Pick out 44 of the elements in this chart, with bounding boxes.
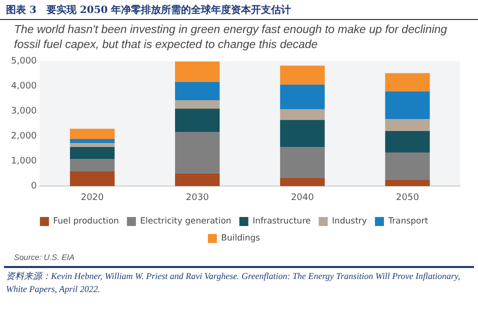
y-tick-label: 5,000 (11, 56, 38, 67)
bar (175, 100, 220, 109)
x-tick-label: 2050 (396, 192, 420, 203)
bar (70, 143, 115, 148)
bar (385, 119, 430, 132)
bar (175, 82, 220, 100)
bar (385, 73, 430, 92)
bar (70, 171, 115, 186)
bar (385, 180, 430, 186)
y-tick-label: 2,000 (11, 132, 38, 142)
x-tick-label: 2040 (290, 192, 314, 203)
legend-label: Industry (332, 216, 367, 227)
legend-label: Electricity generation (140, 216, 232, 227)
legend-label: Buildings (221, 234, 261, 244)
text: 资料来源：Kevin Hebner, William W. Priest and Ravi Varghese. Greenflation: The Energy Transition Will Prove Inflationary, White Papers, April 2022. (4, 266, 474, 298)
source-note: Source: U.S. EIA (13, 253, 76, 264)
bar (175, 173, 220, 186)
y-tick-label: 3,000 (11, 106, 38, 117)
bar (280, 178, 325, 186)
bar (280, 120, 325, 148)
chart-title: 图表 3 要实现 2050 年净零排放所需的全球年度资本开支估计 (0, 0, 478, 20)
x-tick-label: 2030 (186, 192, 210, 203)
bar (175, 132, 220, 174)
x-tick-label: 2020 (80, 192, 104, 203)
bar (385, 91, 430, 120)
legend-label: Transport (387, 216, 429, 227)
bar (175, 61, 220, 82)
legend-label: Infrastructure (252, 216, 311, 227)
bar (70, 128, 115, 140)
y-tick-label: 4,000 (11, 82, 38, 92)
bar (280, 109, 325, 120)
y-tick-label: 1,000 (11, 156, 38, 167)
y-tick-label: 0 (31, 182, 38, 192)
legend-label: Fuel production (53, 216, 119, 227)
bar (280, 147, 325, 178)
bar (280, 66, 325, 85)
chart-subtitle: The world hasn't been investing in green energy fast enough to make up for declining fossil fuel capex, but that is expected to change this decade (13, 23, 448, 53)
bar (70, 159, 115, 172)
bar (385, 152, 430, 180)
bar (385, 131, 430, 153)
bar (70, 139, 115, 144)
bar (280, 84, 325, 110)
bar (70, 147, 115, 160)
bar (175, 108, 220, 132)
